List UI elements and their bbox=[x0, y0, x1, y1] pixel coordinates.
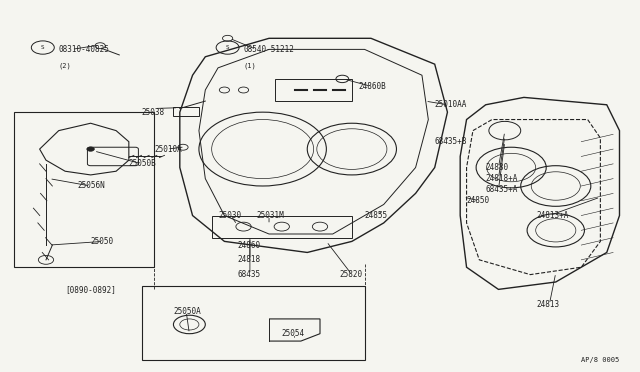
Bar bbox=[14, 112, 154, 267]
Text: (2): (2) bbox=[59, 63, 72, 69]
Text: S: S bbox=[41, 45, 45, 50]
Text: 24860B: 24860B bbox=[358, 82, 386, 91]
Text: 24850: 24850 bbox=[467, 196, 490, 205]
Text: 24818+A: 24818+A bbox=[486, 174, 518, 183]
Text: 25050: 25050 bbox=[91, 237, 114, 246]
Bar bbox=[212, 215, 352, 238]
Text: 68435+A: 68435+A bbox=[486, 185, 518, 194]
Text: 24855: 24855 bbox=[365, 211, 388, 220]
Bar bbox=[141, 286, 365, 359]
Text: 24860: 24860 bbox=[237, 241, 260, 250]
Text: 24813+A: 24813+A bbox=[537, 211, 569, 220]
Text: 25010AA: 25010AA bbox=[435, 100, 467, 109]
Text: 25050B: 25050B bbox=[129, 159, 157, 169]
Text: 25054: 25054 bbox=[282, 329, 305, 338]
Text: 25010A: 25010A bbox=[154, 145, 182, 154]
Text: [0890-0892]: [0890-0892] bbox=[65, 285, 116, 294]
Text: 25050A: 25050A bbox=[173, 307, 201, 316]
Bar bbox=[173, 107, 199, 116]
Text: (1): (1) bbox=[244, 63, 256, 69]
Text: 25056N: 25056N bbox=[78, 182, 106, 190]
Text: 25820: 25820 bbox=[339, 270, 362, 279]
Text: 68435: 68435 bbox=[237, 270, 260, 279]
Text: 24813: 24813 bbox=[537, 300, 560, 309]
Text: 68435+B: 68435+B bbox=[435, 137, 467, 146]
Text: 25038: 25038 bbox=[141, 108, 164, 117]
Bar bbox=[275, 79, 352, 101]
Text: 08310-40825: 08310-40825 bbox=[59, 45, 109, 54]
Circle shape bbox=[87, 147, 95, 151]
Text: S: S bbox=[226, 45, 229, 50]
Text: 24818: 24818 bbox=[237, 255, 260, 264]
Text: 08540-51212: 08540-51212 bbox=[244, 45, 294, 54]
Text: 25030: 25030 bbox=[218, 211, 241, 220]
Text: 25031M: 25031M bbox=[256, 211, 284, 220]
Text: AP/8 0005: AP/8 0005 bbox=[581, 357, 620, 363]
Text: 24880: 24880 bbox=[486, 163, 509, 172]
